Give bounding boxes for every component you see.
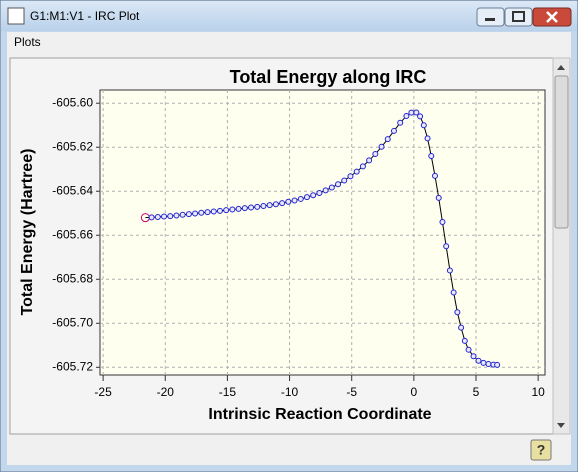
- help-glyph: ?: [537, 442, 546, 458]
- data-point: [408, 109, 415, 116]
- data-point: [378, 143, 385, 150]
- data-point: [372, 151, 379, 158]
- data-point: [403, 112, 410, 119]
- data-point: [154, 213, 161, 220]
- data-point: [192, 210, 199, 217]
- x-tick-label: -20: [157, 385, 175, 399]
- y-tick-label: -605.68: [52, 271, 93, 285]
- data-point: [458, 324, 465, 331]
- menu-item[interactable]: Plots: [14, 35, 41, 49]
- minimize-button[interactable]: [476, 7, 505, 27]
- data-point: [161, 213, 168, 220]
- scroll-up[interactable]: [557, 65, 565, 70]
- data-point: [272, 201, 279, 208]
- data-point: [435, 194, 442, 201]
- maximize-glyph: [512, 11, 525, 22]
- data-point: [366, 157, 373, 164]
- y-tick-label: -605.62: [52, 139, 93, 153]
- data-point: [322, 187, 329, 194]
- data-point: [446, 267, 453, 274]
- data-point: [223, 207, 230, 214]
- data-point: [494, 361, 501, 368]
- data-point: [475, 357, 482, 364]
- data-point: [285, 198, 292, 205]
- data-point: [167, 213, 174, 220]
- plot-area: [99, 89, 546, 376]
- app-icon: [7, 7, 25, 25]
- maximize-button[interactable]: [504, 7, 533, 27]
- data-point: [229, 206, 236, 213]
- data-point: [204, 209, 211, 216]
- data-point: [235, 205, 242, 212]
- data-point: [173, 212, 180, 219]
- x-tick-label: 10: [531, 385, 545, 399]
- minimize-glyph: [485, 18, 495, 21]
- data-point: [347, 173, 354, 180]
- data-point: [485, 360, 492, 367]
- x-tick-label: 0: [411, 385, 418, 399]
- x-tick-label: -10: [281, 385, 299, 399]
- data-point: [291, 197, 298, 204]
- y-tick-label: -605.64: [52, 183, 93, 197]
- data-point: [185, 211, 192, 218]
- scroll-down[interactable]: [557, 423, 565, 428]
- x-tick-label: -15: [219, 385, 237, 399]
- data-point: [384, 136, 391, 143]
- chart-title: Total Energy along IRC: [230, 67, 427, 87]
- data-point: [353, 168, 360, 175]
- data-point: [413, 109, 420, 116]
- data-point: [424, 135, 431, 142]
- x-tick-label: -25: [94, 385, 112, 399]
- data-point: [210, 208, 217, 215]
- data-point: [428, 153, 435, 160]
- data-point: [303, 194, 310, 201]
- close-glyph: [546, 11, 558, 23]
- data-point: [443, 243, 450, 250]
- data-point: [431, 172, 438, 179]
- data-point: [216, 207, 223, 214]
- y-tick-label: -605.60: [52, 95, 93, 109]
- y-axis-label: Total Energy (Hartree): [19, 149, 36, 316]
- data-point: [260, 202, 267, 209]
- data-point: [359, 163, 366, 170]
- data-point: [241, 205, 248, 212]
- data-point: [198, 209, 205, 216]
- help-button[interactable]: [530, 439, 552, 461]
- data-point: [179, 211, 186, 218]
- data-point: [335, 181, 342, 188]
- data-point: [461, 337, 468, 344]
- data-point: [417, 113, 424, 120]
- data-point: [266, 202, 273, 209]
- data-point: [297, 195, 304, 202]
- window-title: G1:M1:V1 - IRC Plot: [30, 9, 140, 23]
- data-point: [148, 214, 155, 221]
- data-point: [470, 353, 477, 360]
- data-point: [450, 289, 457, 296]
- data-point: [390, 127, 397, 134]
- y-tick-label: -605.70: [52, 315, 93, 329]
- x-axis-label: Intrinsic Reaction Coordinate: [208, 406, 431, 423]
- data-point: [397, 119, 404, 126]
- data-point: [439, 219, 446, 226]
- data-point: [254, 203, 261, 210]
- x-tick-label: 5: [473, 385, 480, 399]
- data-point: [454, 309, 461, 316]
- x-tick-label: -5: [346, 385, 357, 399]
- data-point: [328, 184, 335, 191]
- y-tick-label: -605.66: [52, 227, 93, 241]
- data-point: [480, 359, 487, 366]
- data-point: [465, 346, 472, 353]
- data-point: [248, 204, 255, 211]
- scroll-thumb[interactable]: [554, 75, 569, 229]
- data-point: [279, 200, 286, 207]
- data-point: [341, 177, 348, 184]
- data-point: [420, 122, 427, 129]
- data-point: [310, 192, 317, 199]
- data-point: [316, 189, 323, 196]
- y-tick-label: -605.72: [52, 359, 93, 373]
